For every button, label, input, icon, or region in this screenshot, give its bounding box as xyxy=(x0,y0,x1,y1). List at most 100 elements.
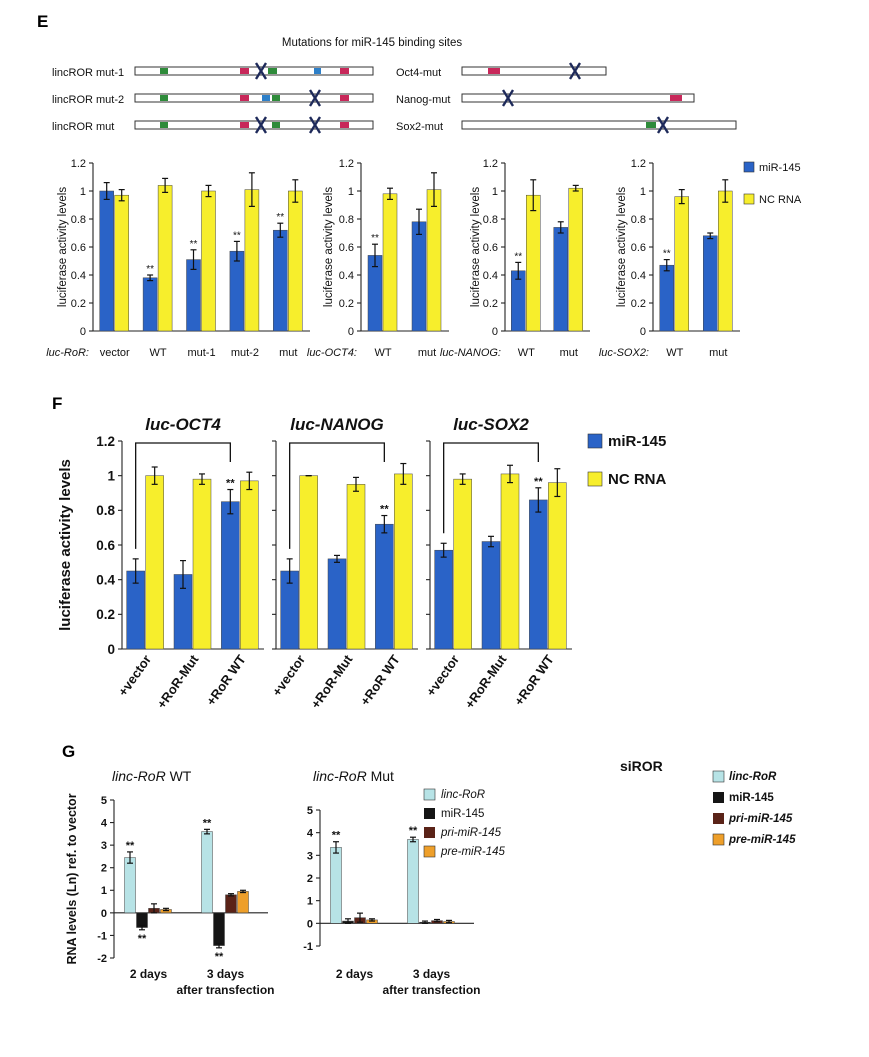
significance-mark: ** xyxy=(409,825,418,837)
bar-mir-145 xyxy=(481,541,501,650)
x-tick-label: +RoR-Mut xyxy=(154,652,202,712)
x-tick-label: mut xyxy=(279,347,297,359)
y-tick-label: -1 xyxy=(97,930,107,942)
construct-bar-lincror-mut1 xyxy=(134,66,374,76)
mutation-cross-icon xyxy=(568,62,582,80)
site-blue xyxy=(314,68,321,74)
significance-mark: ** xyxy=(332,830,341,842)
y-tick-label: 2 xyxy=(101,863,107,875)
site-red xyxy=(340,68,349,74)
bar-nc-rna xyxy=(500,473,520,650)
legend-f: miR-145 NC RNA xyxy=(587,433,666,488)
site-red xyxy=(240,122,249,128)
y-tick-label: 0.2 xyxy=(483,298,498,310)
bar-mir-145 xyxy=(142,277,158,332)
legend-label-mir145: miR-145 xyxy=(759,162,801,174)
legend-label-mir145: miR-145 xyxy=(729,792,774,804)
y-tick-label: 1.2 xyxy=(71,158,86,170)
site-green xyxy=(272,95,280,101)
bar-mir-145 xyxy=(375,523,394,650)
site-red xyxy=(488,68,500,74)
y-tick-label: 0.6 xyxy=(71,242,86,254)
y-axis-label: luciferase activity levels xyxy=(616,187,628,307)
site-blue xyxy=(262,95,270,101)
bar-nc-rna xyxy=(718,190,733,332)
y-tick-label: -2 xyxy=(97,953,107,965)
x-tick-label: mut-1 xyxy=(187,347,215,359)
legend-label-linc-ror: linc-RoR xyxy=(441,789,485,801)
chart-title: linc-RoR Mut xyxy=(313,768,394,784)
y-tick-label: 0 xyxy=(80,326,86,338)
legend-label-pri: pri-miR-145 xyxy=(440,827,502,839)
bar-mir-145 xyxy=(221,501,240,650)
legend-e: miR-145 NC RNA xyxy=(743,161,802,206)
bar-nc-rna xyxy=(244,189,260,332)
construct-bar-lincror-mut2 xyxy=(134,93,374,103)
panel-e-title: Mutations for miR-145 binding sites xyxy=(282,37,462,49)
significance-mark: ** xyxy=(226,478,235,490)
site-green xyxy=(646,122,656,128)
x-tick-label: mut xyxy=(418,347,436,359)
x-tick-label: mut-2 xyxy=(231,347,259,359)
y-axis-label: luciferase activity levels xyxy=(323,187,335,307)
significance-mark: ** xyxy=(215,951,224,963)
construct-label-sox2-mut: Sox2-mut xyxy=(396,121,443,133)
significance-mark: ** xyxy=(534,476,543,488)
mutation-cross-icon xyxy=(254,62,268,80)
panel-e-label: E xyxy=(37,12,48,31)
y-axis-label: luciferase activity levels xyxy=(470,187,482,307)
chart-e1: 0 0.2 0.4 0.6 0.8 1 1.2 luciferase activity lev… xyxy=(46,158,310,359)
x-tick-label: 3 days xyxy=(413,967,451,981)
y-tick-label: 5 xyxy=(307,805,313,817)
bar-mir-145 xyxy=(529,499,548,650)
significance-mark: ** xyxy=(663,249,671,260)
bar-mir-145 xyxy=(273,229,288,332)
bar-nc-rna xyxy=(145,475,164,650)
bar-mir-145 xyxy=(659,264,674,332)
x-tick-label: WT xyxy=(374,347,391,359)
significance-mark: ** xyxy=(138,933,147,945)
y-tick-label: 0.4 xyxy=(71,270,86,282)
site-green xyxy=(160,122,168,128)
panel-g-label: G xyxy=(62,742,75,761)
x-tick-label: vector xyxy=(100,347,130,359)
comparison-bracket xyxy=(289,442,385,549)
x-tick-label: 3 days xyxy=(207,967,245,981)
panel-f-label: F xyxy=(52,394,62,413)
x-tick-label: +RoR WT xyxy=(511,652,557,708)
chart-title: luc-OCT4 xyxy=(145,415,221,434)
y-tick-label: 0 xyxy=(348,326,354,338)
bar-pre-mir-145 xyxy=(237,891,249,914)
legend-label-nc-rna: NC RNA xyxy=(608,471,666,488)
y-tick-label: 1.2 xyxy=(339,158,354,170)
chart-title: luc-SOX2 xyxy=(453,415,529,434)
bar-mir-145 xyxy=(703,235,718,332)
chart-e2: 0 0.2 0.4 0.6 0.8 1 1.2 luciferase activity lev… xyxy=(307,158,449,359)
significance-mark: ** xyxy=(126,840,135,852)
x-axis-sublabel: after transfection xyxy=(176,983,274,997)
legend-swatch-linc-ror xyxy=(423,788,436,801)
y-tick-label: 0.8 xyxy=(96,503,115,518)
bar-nc-rna xyxy=(394,473,413,650)
y-tick-label: 0.2 xyxy=(339,298,354,310)
bar-linc-ror xyxy=(407,839,419,924)
legend-label-nc-rna: NC RNA xyxy=(759,194,802,206)
significance-mark: ** xyxy=(371,233,379,244)
y-tick-label: 1 xyxy=(348,186,354,198)
y-tick-label: 5 xyxy=(101,795,107,807)
significance-mark: ** xyxy=(146,264,154,275)
bar-nc-rna xyxy=(157,185,173,332)
y-tick-label: -1 xyxy=(303,941,313,953)
y-tick-label: 1 xyxy=(101,885,107,897)
bar-nc-rna xyxy=(426,189,442,332)
legend-swatch-nc-rna xyxy=(587,471,603,487)
x-tick-label: +RoR WT xyxy=(357,652,403,708)
x-tick-label: 2 days xyxy=(336,967,374,981)
chart-e4: 0 0.2 0.4 0.6 0.8 1 1.2 luciferase activity lev… xyxy=(599,158,740,359)
x-axis-prefix: luc-NANOG: xyxy=(440,347,501,359)
bar-nc-rna xyxy=(240,480,259,650)
construct-bar-oct4-mut xyxy=(461,66,607,76)
y-tick-label: 4 xyxy=(101,818,108,830)
chart-g1: -2 -1 0 1 2 3 4 5 RNA levels (Ln) ref. to vector… xyxy=(65,768,275,997)
